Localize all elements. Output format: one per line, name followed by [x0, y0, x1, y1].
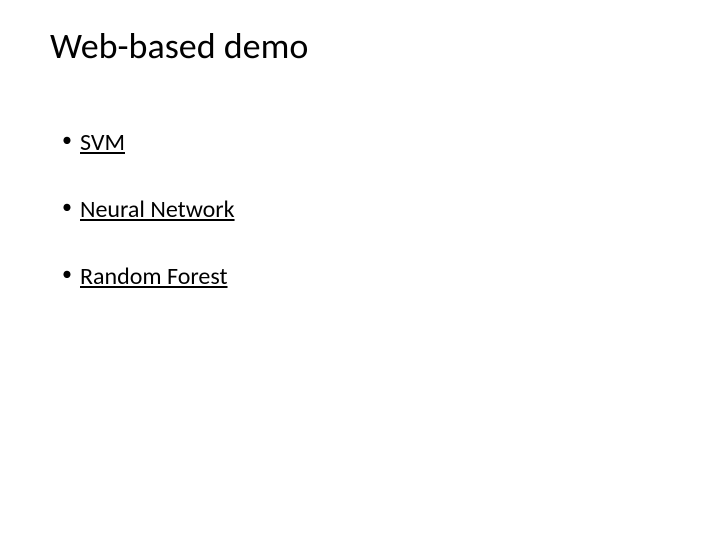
- link-neural-network[interactable]: Neural Network: [80, 195, 235, 224]
- bullet-item-svm: SVM: [62, 128, 670, 157]
- slide-container: Web-based demo SVM Neural Network Random…: [0, 0, 720, 540]
- slide-title: Web-based demo: [50, 24, 670, 68]
- bullet-list: SVM Neural Network Random Forest: [50, 128, 670, 291]
- bullet-item-random-forest: Random Forest: [62, 262, 670, 291]
- bullet-item-neural-network: Neural Network: [62, 195, 670, 224]
- link-svm[interactable]: SVM: [80, 128, 125, 157]
- link-random-forest[interactable]: Random Forest: [80, 262, 228, 291]
